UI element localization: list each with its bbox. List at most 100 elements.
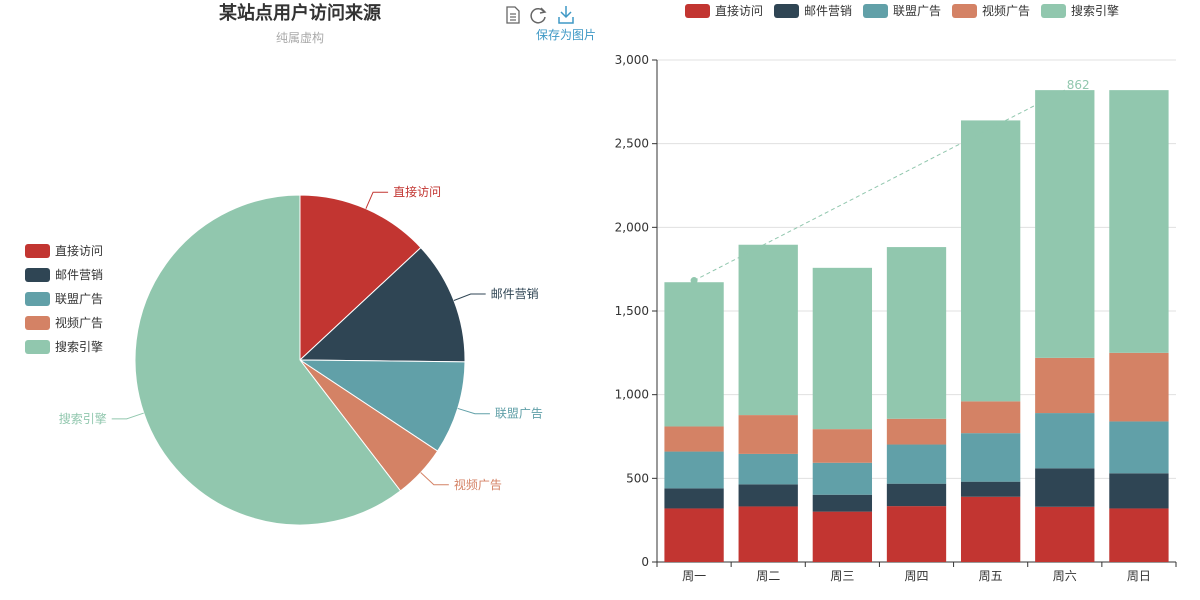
save-as-image-label: 保存为图片 (536, 28, 596, 42)
legend-swatch (1041, 4, 1066, 18)
save-as-image-icon[interactable] (558, 6, 574, 24)
legend-label: 视频广告 (982, 3, 1030, 18)
bar-series-5-5[interactable] (960, 120, 1021, 402)
x-tick-label: 周六 (1053, 569, 1077, 583)
bar-series-3-7[interactable] (1109, 421, 1169, 474)
bar-legend-item-series-5[interactable]: 搜索引擎 (1041, 3, 1119, 18)
y-tick-label: 2,500 (615, 137, 649, 151)
bar-series-4-5[interactable] (960, 401, 1021, 434)
bar-legend: 直接访问 邮件营销 联盟广告 视频广告 搜索引擎 (685, 3, 1119, 18)
y-tick-label: 500 (626, 471, 649, 485)
bar-series-2-7[interactable] (1109, 473, 1169, 509)
pie-label-line (365, 191, 389, 209)
bar-series-5-7[interactable] (1109, 90, 1169, 353)
legend-label: 联盟广告 (893, 4, 941, 18)
bar-series-1-4[interactable] (886, 506, 947, 562)
pie-label-line (111, 412, 144, 420)
y-tick-label: 1,500 (615, 304, 649, 318)
y-tick-label: 3,000 (615, 53, 649, 67)
legend-label: 搜索引擎 (55, 339, 103, 354)
bar-series-3-1[interactable] (664, 451, 724, 489)
x-tick-label: 周一 (682, 569, 706, 583)
bar-legend-item-series-4[interactable]: 视频广告 (952, 3, 1030, 18)
pie-slice-series-3[interactable] (298, 359, 466, 452)
legend-label: 邮件营销 (55, 268, 103, 282)
y-tick-label: 0 (641, 555, 649, 569)
x-tick-label: 周二 (756, 569, 780, 583)
bar-series-4-4[interactable] (886, 418, 947, 445)
pie-label-series-1: 直接访问 (393, 184, 441, 199)
bar-legend-item-series-1[interactable]: 直接访问 (685, 3, 763, 18)
bar-series-4-7[interactable] (1109, 352, 1169, 422)
chart-title: 某站点用户访问来源 (219, 2, 381, 24)
bar-series-4-6[interactable] (1035, 357, 1095, 414)
legend-item-series-5[interactable]: 搜索引擎 (25, 339, 103, 354)
bar-series-5-6[interactable] (1035, 90, 1095, 358)
bar-series-5-1[interactable] (664, 282, 724, 427)
legend-swatch (25, 268, 50, 282)
toolbox: 保存为图片 (506, 6, 596, 42)
bar-series-3-5[interactable] (960, 433, 1021, 482)
bar-series-3-3[interactable] (812, 462, 873, 495)
bar-series-4-3[interactable] (812, 429, 873, 463)
legend-swatch (25, 340, 50, 354)
pie-label-line (457, 407, 490, 415)
bar-series-5-4[interactable] (886, 247, 947, 419)
bar-series-5-3[interactable] (812, 267, 873, 430)
legend-swatch (25, 316, 50, 330)
legend-swatch (952, 4, 977, 18)
bar-series-5-2[interactable] (738, 244, 798, 416)
legend-swatch (685, 4, 710, 18)
legend-swatch (25, 244, 50, 258)
legend-swatch (863, 4, 888, 18)
x-tick-label: 周五 (979, 569, 1003, 583)
bar-series-2-6[interactable] (1035, 468, 1095, 507)
bar-series-2-2[interactable] (738, 484, 798, 507)
bar-series-4-2[interactable] (738, 415, 798, 454)
mark-line-label: 862 (1067, 78, 1090, 92)
bar-series-1-5[interactable] (960, 496, 1021, 562)
pie-label-series-2: 邮件营销 (491, 287, 539, 301)
bar-series-4-1[interactable] (664, 426, 724, 452)
chart-subtitle: 纯属虚构 (276, 30, 324, 45)
pie-label-line (453, 293, 486, 301)
legend-label: 联盟广告 (55, 292, 103, 306)
legend-label: 直接访问 (715, 3, 763, 18)
legend-item-series-3[interactable]: 联盟广告 (25, 292, 103, 306)
bar-series-1-1[interactable] (664, 508, 724, 562)
y-tick-label: 2,000 (615, 220, 649, 234)
restore-icon[interactable] (530, 7, 547, 24)
data-view-icon[interactable] (506, 6, 520, 24)
legend-item-series-4[interactable]: 视频广告 (25, 315, 103, 330)
legend-swatch (774, 4, 799, 18)
bar-series-2-3[interactable] (812, 494, 873, 512)
bar-series-3-2[interactable] (738, 453, 798, 485)
y-tick-label: 1,000 (615, 388, 649, 402)
bar-series-3-6[interactable] (1035, 413, 1095, 469)
legend-item-series-1[interactable]: 直接访问 (25, 243, 103, 258)
bar-legend-item-series-2[interactable]: 邮件营销 (774, 4, 852, 18)
bar-series-3-4[interactable] (886, 444, 947, 484)
bar-series-2-5[interactable] (960, 481, 1021, 497)
bar-series-1-3[interactable] (812, 511, 873, 562)
pie-label-series-4: 视频广告 (454, 477, 502, 492)
mark-line-start-symbol (690, 277, 698, 285)
bar-series-1-2[interactable] (738, 506, 798, 562)
bar-legend-item-series-3[interactable]: 联盟广告 (863, 4, 941, 18)
pie-label-series-5: 搜索引擎 (59, 411, 107, 426)
legend-label: 搜索引擎 (1071, 3, 1119, 18)
bar-series-2-4[interactable] (886, 483, 947, 507)
pie-label-series-3: 联盟广告 (495, 407, 543, 421)
pie-slice-series-5[interactable] (134, 194, 402, 526)
bar-series-2-1[interactable] (664, 488, 724, 509)
bar-series-1-7[interactable] (1109, 508, 1169, 562)
bar-series-1-6[interactable] (1035, 506, 1095, 562)
legend-label: 直接访问 (55, 243, 103, 258)
stacked-bar-chart: 0 500 1,000 1,500 2,000 2,500 3,000 周一 周二 周三 周四 周五 周… (615, 53, 1177, 583)
legend-label: 邮件营销 (804, 4, 852, 18)
legend-item-series-2[interactable]: 邮件营销 (25, 268, 103, 282)
pie-slice-series-1[interactable] (299, 194, 422, 362)
